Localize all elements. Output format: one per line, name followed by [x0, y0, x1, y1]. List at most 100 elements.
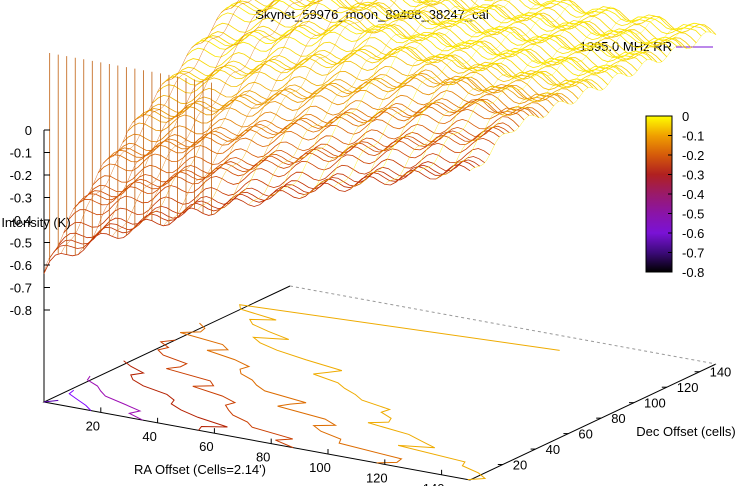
y-tick-label: 20 [513, 458, 527, 473]
y-tick-label: 120 [677, 380, 699, 395]
surface-line [58, 156, 486, 245]
y-tick-label: 140 [710, 365, 732, 380]
surface-line [147, 69, 574, 113]
surface-line [535, 0, 717, 35]
y-tick-label: 40 [546, 442, 560, 457]
surface-line [43, 164, 471, 274]
surface-line [132, 77, 559, 123]
surface-line [248, 0, 478, 205]
surface-line [73, 130, 500, 210]
colorbar-tick-label: 0 [682, 109, 689, 124]
colorbar-tick-label: -0.7 [682, 246, 704, 261]
contour-line [157, 339, 294, 449]
surface-line [112, 99, 540, 157]
z-tick-label: -0.2 [10, 168, 32, 183]
surface-line [452, 22, 700, 166]
base-frame [42, 285, 717, 481]
surface-line [483, 0, 702, 37]
surface-line [418, 17, 665, 173]
surface-line [191, 24, 618, 75]
surface-line [111, 0, 303, 237]
surface-line [137, 73, 564, 119]
y-tick-label: 60 [578, 427, 592, 442]
surface-line [176, 45, 604, 90]
surface-line [401, 16, 648, 177]
colorbar-tick-label: -0.8 [682, 265, 704, 280]
y-axis-label: Dec Offset (cells) [636, 424, 735, 439]
colorbar-tick-label: -0.5 [682, 207, 704, 222]
contour-line [239, 304, 560, 481]
axes [42, 130, 717, 481]
surface-line [316, 0, 563, 187]
colorbar: 0 -0.1 -0.2 -0.3 -0.4 -0.5 -0.6 -0.7 -0.8 [645, 109, 704, 280]
axis-ticks: 20 40 60 80 100 120 140 20 40 60 80 100 120 140 0 -0.1 -… [10, 123, 732, 486]
contour-line [68, 389, 92, 411]
surface-line [265, 0, 496, 201]
x-tick-label: 60 [199, 439, 213, 454]
surface-line [48, 160, 476, 260]
z-tick-label: -0.3 [10, 191, 32, 206]
colorbar-tick-label: -0.3 [682, 168, 704, 183]
colorbar-tick-label: -0.6 [682, 226, 704, 241]
z-tick-label: 0 [25, 123, 32, 138]
surface-line [146, 0, 321, 220]
x-tick-label: 20 [86, 418, 100, 433]
surface-line [117, 98, 545, 152]
surface-line [418, 0, 687, 49]
z-tick-label: -0.7 [10, 281, 32, 296]
surface-line [215, 2, 643, 65]
surface-line [231, 0, 437, 200]
surface-line [230, 0, 658, 63]
base-frame-back [289, 285, 717, 365]
x-tick-label: 120 [366, 470, 388, 485]
z-axis-label: Intensity (K) [1, 215, 70, 230]
surface-line [384, 18, 631, 185]
colorbar-swatch [645, 115, 673, 273]
surface-line [127, 81, 554, 132]
surface-line [196, 21, 623, 75]
surface-line [92, 116, 520, 185]
z-tick-label: -0.1 [10, 146, 32, 161]
surface-line [107, 98, 535, 160]
surface-line [299, 4, 546, 199]
y-tick-label: 100 [644, 396, 666, 411]
surface-line [94, 0, 276, 237]
colorbar-tick-label: -0.1 [682, 129, 704, 144]
surface-line [532, 0, 712, 33]
contour-line [86, 375, 143, 421]
surface-line [350, 12, 597, 190]
contour-line [180, 322, 403, 464]
surface-line [282, 0, 511, 191]
surface-line [102, 101, 530, 164]
z-tick-label: -0.8 [10, 303, 32, 318]
surface-line [60, 0, 252, 254]
surface-line [161, 48, 589, 89]
surface-line [333, 4, 580, 188]
surface-line [180, 0, 378, 215]
surface-line [435, 29, 682, 180]
x-tick-label: 40 [142, 429, 156, 444]
colorbar-tick-label: -0.4 [682, 187, 704, 202]
surface-line [163, 0, 364, 226]
surface-line [129, 0, 323, 234]
surface-line [186, 28, 613, 79]
contour-line [123, 360, 228, 431]
contour-lines [43, 304, 560, 481]
surface-line [83, 125, 510, 201]
z-tick-label: -0.5 [10, 236, 32, 251]
surface-line [53, 159, 481, 253]
z-tick-label: -0.4 [10, 213, 32, 228]
chart-title: Skynet_59976_moon_89408_38247_cal [255, 7, 489, 22]
colorbar-tick-label: -0.2 [682, 148, 704, 163]
surface-line [166, 46, 594, 89]
surface-line [78, 126, 505, 204]
surface-mesh [43, 0, 717, 274]
surface-line [68, 137, 495, 220]
surface-line [214, 0, 441, 215]
y-tick-label: 80 [611, 411, 625, 426]
surface-line [402, 0, 672, 51]
x-tick-label: 80 [256, 450, 270, 465]
surface-line [43, 0, 239, 274]
